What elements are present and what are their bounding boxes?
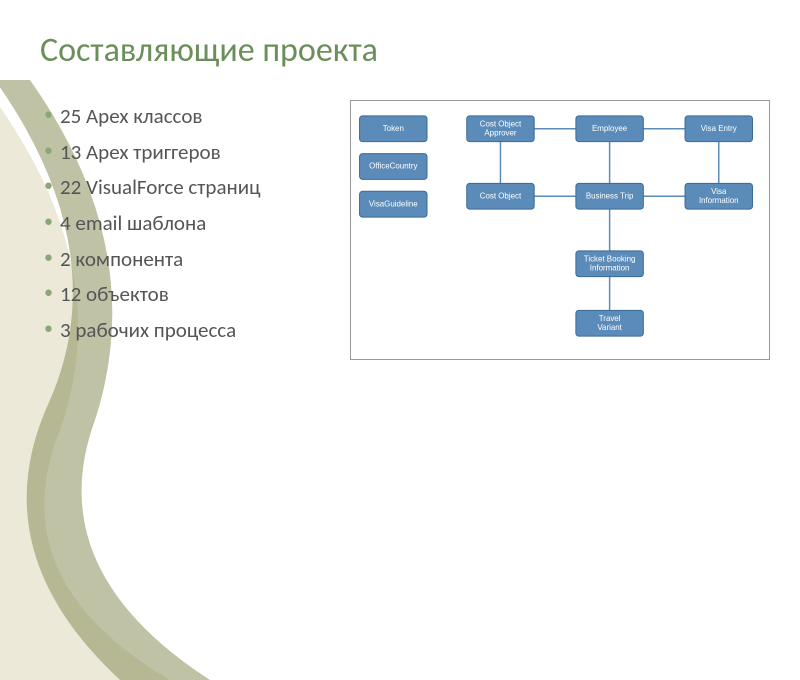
svg-text:Business Trip: Business Trip (586, 191, 634, 200)
bullet-item: 4 email шаблона (40, 206, 260, 242)
node-costobject: Cost Object (467, 183, 534, 209)
svg-text:Travel: Travel (599, 314, 621, 323)
bullet-item: 22 VisualForce страниц (40, 170, 260, 206)
diagram-container: TokenCost ObjectApproverEmployeeVisa Ent… (350, 100, 770, 360)
svg-text:Token: Token (383, 124, 404, 133)
bullet-item: 2 компонента (40, 242, 260, 278)
node-officecountry: OfficeCountry (360, 154, 427, 180)
svg-text:Information: Information (699, 196, 739, 205)
bullet-list: 25 Apex классов 13 Apex триггеров 22 Vis… (40, 99, 260, 349)
node-visainfo: VisaInformation (685, 183, 752, 209)
bullet-item: 12 объектов (40, 277, 260, 313)
node-token: Token (360, 116, 427, 142)
node-ticketbooking: Ticket BookingInformation (576, 251, 643, 277)
svg-text:OfficeCountry: OfficeCountry (369, 162, 417, 171)
svg-text:VisaGuideline: VisaGuideline (369, 199, 418, 208)
node-employee: Employee (576, 116, 643, 142)
svg-text:Cost Object: Cost Object (480, 191, 522, 200)
node-visaentry: Visa Entry (685, 116, 752, 142)
slide-container: Составляющие проекта 25 Apex классов 13 … (0, 0, 800, 600)
bullet-item: 13 Apex триггеров (40, 135, 260, 171)
node-businesstrip: Business Trip (576, 183, 643, 209)
svg-text:Employee: Employee (592, 124, 628, 133)
svg-text:Information: Information (590, 263, 630, 272)
svg-text:Approver: Approver (484, 128, 517, 137)
svg-text:Cost Object: Cost Object (480, 119, 522, 128)
svg-text:Visa Entry: Visa Entry (701, 124, 737, 133)
svg-text:Visa: Visa (711, 187, 727, 196)
node-travelvariant: TravelVariant (576, 310, 643, 336)
svg-text:Variant: Variant (597, 323, 622, 332)
bullet-item: 25 Apex классов (40, 99, 260, 135)
node-visaguideline: VisaGuideline (360, 191, 427, 217)
node-coapprover: Cost ObjectApprover (467, 116, 534, 142)
svg-text:Ticket Booking: Ticket Booking (584, 254, 636, 263)
flowchart-svg: TokenCost ObjectApproverEmployeeVisa Ent… (351, 101, 769, 359)
bullet-item: 3 рабочих процесса (40, 313, 260, 349)
slide-title: Составляющие проекта (40, 30, 760, 71)
